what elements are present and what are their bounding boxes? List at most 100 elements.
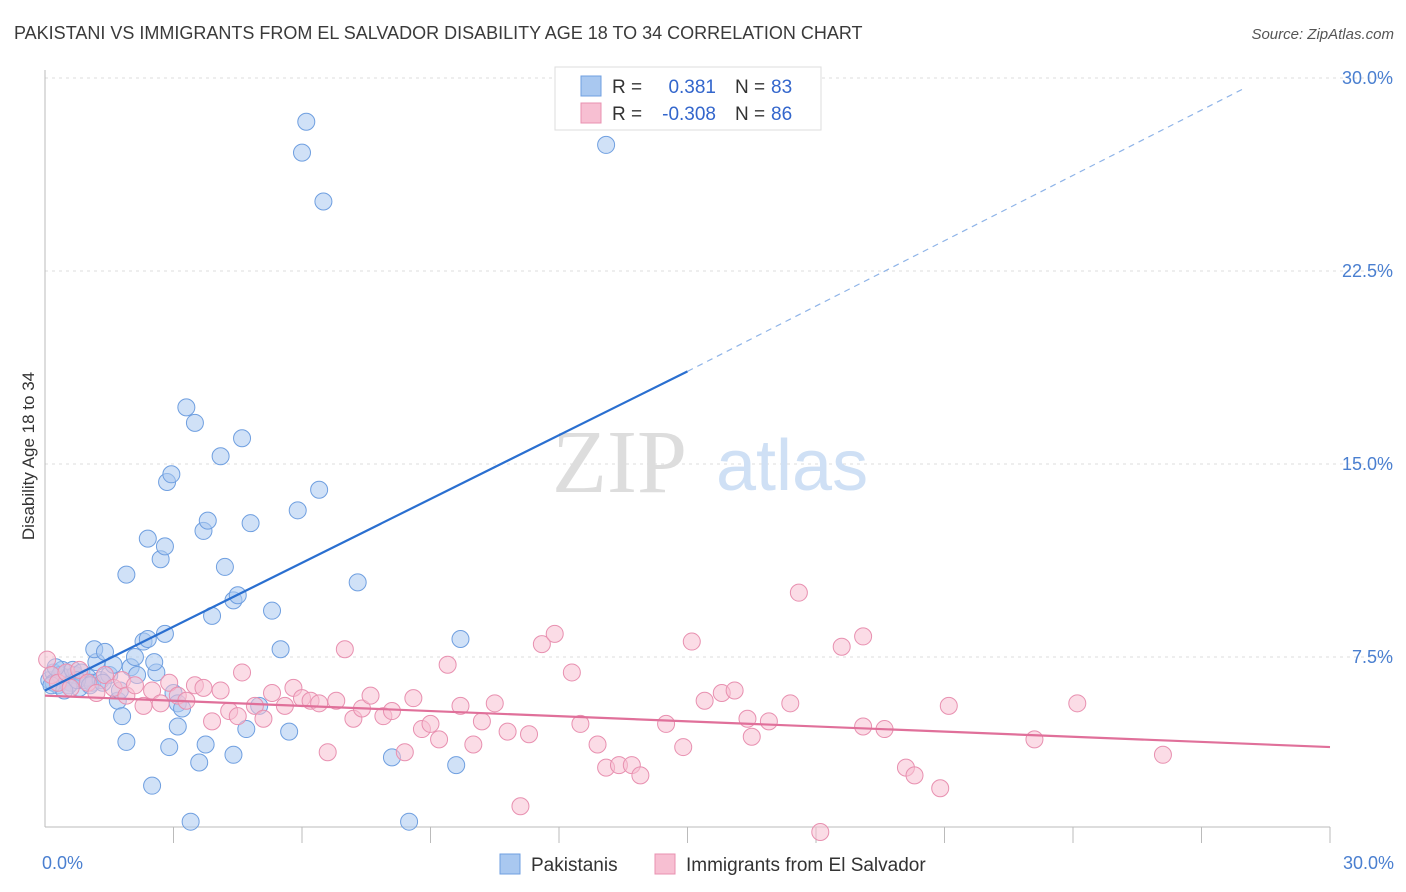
- data-point: [451, 629, 470, 648]
- data-point: [395, 743, 414, 762]
- watermark: ZIP atlas: [552, 413, 868, 512]
- data-point: [781, 694, 800, 713]
- data-point: [905, 766, 924, 785]
- watermark-atlas: atlas: [716, 426, 868, 506]
- data-point: [211, 447, 230, 466]
- data-point: [597, 135, 616, 154]
- data-point: [1153, 745, 1172, 764]
- data-point: [811, 822, 830, 841]
- data-point: [61, 678, 80, 697]
- data-point: [939, 696, 958, 715]
- bottom-legend-label-el-salvador: Immigrants from El Salvador: [686, 855, 926, 876]
- data-point: [571, 714, 590, 733]
- data-point: [181, 812, 200, 831]
- data-point: [451, 696, 470, 715]
- data-point: [335, 640, 354, 659]
- y-tick-labels: 7.5% 15.0% 22.5% 30.0%: [1342, 68, 1393, 667]
- data-point: [532, 635, 551, 654]
- data-point: [143, 776, 162, 795]
- x-tick-marks: [173, 827, 1331, 843]
- data-point: [1068, 694, 1087, 713]
- data-point: [931, 779, 950, 798]
- legend-n-label-0: N =: [735, 77, 765, 98]
- gridlines: [45, 77, 1392, 658]
- data-point: [211, 681, 230, 700]
- data-point: [190, 753, 209, 772]
- y-tick-label: 15.0%: [1342, 454, 1393, 474]
- data-point: [742, 727, 761, 746]
- y-tick-label: 7.5%: [1352, 647, 1393, 667]
- data-point: [194, 678, 213, 697]
- data-point: [233, 663, 252, 682]
- data-point: [511, 797, 530, 816]
- data-point: [254, 709, 273, 728]
- data-point: [430, 730, 449, 749]
- data-point: [117, 732, 136, 751]
- data-point: [271, 640, 290, 659]
- data-point: [400, 812, 419, 831]
- y-tick-label: 30.0%: [1342, 68, 1393, 88]
- data-point: [297, 112, 316, 131]
- data-point: [280, 722, 299, 741]
- data-point: [228, 707, 247, 726]
- data-point: [168, 717, 187, 736]
- data-point: [682, 632, 701, 651]
- data-point: [215, 557, 234, 576]
- data-point: [245, 696, 264, 715]
- data-point: [485, 694, 504, 713]
- data-point: [288, 501, 307, 520]
- chart-title: PAKISTANI VS IMMIGRANTS FROM EL SALVADOR…: [14, 23, 863, 43]
- data-point: [117, 565, 136, 584]
- data-point: [293, 143, 311, 162]
- data-point: [198, 511, 217, 530]
- x-tick-label-max: 30.0%: [1343, 853, 1394, 873]
- data-point: [562, 663, 581, 682]
- data-point: [125, 648, 144, 666]
- legend-n-value-1: 86: [771, 104, 792, 125]
- legend-n-value-0: 83: [771, 77, 792, 98]
- legend-r-value-0: 0.381: [668, 77, 716, 98]
- data-point: [498, 722, 517, 741]
- data-point: [789, 583, 808, 602]
- series-pakistanis-points: [40, 112, 616, 831]
- x-tick-label-min: 0.0%: [42, 853, 83, 873]
- data-point: [237, 720, 256, 739]
- data-point: [155, 537, 174, 556]
- legend-r-label-1: R =: [612, 104, 642, 125]
- data-point: [263, 601, 282, 620]
- data-point: [348, 573, 367, 592]
- data-point: [160, 738, 179, 757]
- data-point: [241, 514, 260, 533]
- data-point: [263, 684, 282, 703]
- data-point: [113, 707, 132, 726]
- legend-swatch-pakistanis: [580, 75, 602, 97]
- data-point: [421, 714, 440, 733]
- data-point: [310, 480, 329, 499]
- legend-swatch-el-salvador: [580, 102, 602, 124]
- data-point: [314, 192, 333, 211]
- data-point: [361, 686, 380, 705]
- data-point: [160, 673, 179, 692]
- data-point: [233, 429, 252, 448]
- data-point: [657, 714, 676, 733]
- pakistanis-trend-line: [44, 370, 688, 692]
- bottom-legend: Pakistanis Immigrants from El Salvador: [499, 853, 926, 876]
- data-point: [464, 735, 483, 754]
- el-salvador-trend-line: [44, 694, 1331, 749]
- data-point: [674, 738, 693, 757]
- legend-r-label-0: R =: [612, 77, 642, 98]
- legend-r-value-1: -0.308: [662, 104, 716, 125]
- data-point: [1025, 730, 1044, 749]
- data-point: [520, 725, 539, 744]
- data-point: [854, 627, 873, 646]
- data-point: [382, 702, 401, 721]
- data-point: [162, 465, 181, 484]
- data-point: [545, 624, 564, 643]
- y-axis-label: Disability Age 18 to 34: [19, 372, 38, 540]
- y-tick-label: 22.5%: [1342, 261, 1393, 281]
- data-point: [151, 694, 170, 713]
- data-point: [404, 689, 423, 708]
- data-point: [95, 666, 114, 685]
- bottom-legend-swatch-pakistanis: [499, 853, 521, 875]
